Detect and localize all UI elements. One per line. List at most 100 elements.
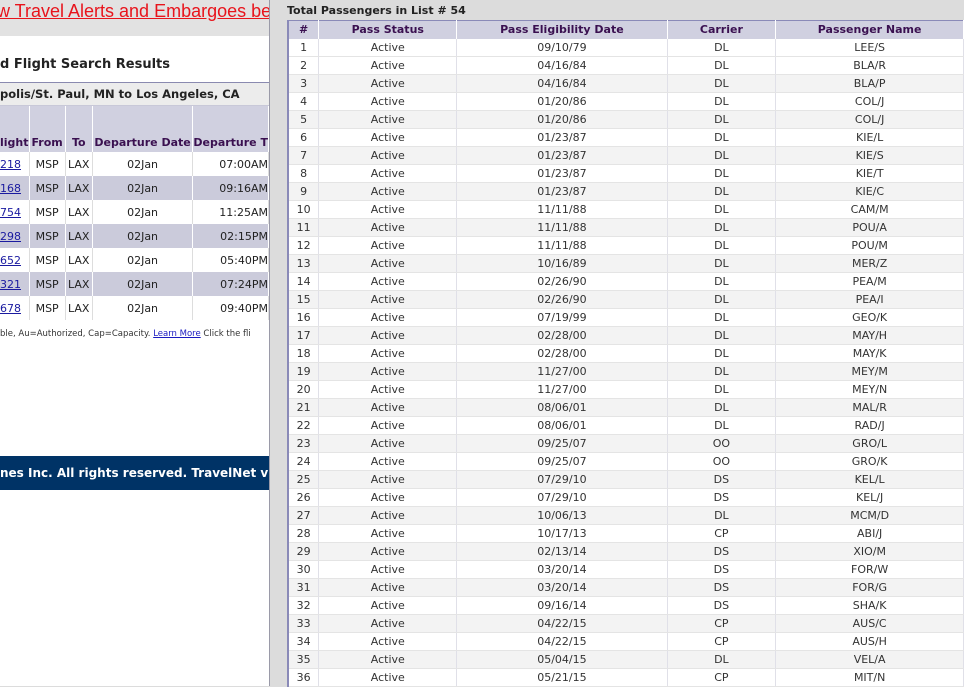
- passenger-row[interactable]: 32 Active 09/16/14 DS SHA/K: [288, 596, 964, 615]
- flight-cell: 02:15PM: [192, 224, 269, 248]
- flight-row[interactable]: 218 MSP LAX 02Jan 07:00AM: [0, 152, 269, 176]
- passenger-row[interactable]: 17 Active 02/28/00 DL MAY/H: [288, 326, 964, 345]
- column-header[interactable]: Pass Eligibility Date: [456, 20, 668, 39]
- passenger-cell: FOR/W: [775, 560, 964, 579]
- flight-row[interactable]: 321 MSP LAX 02Jan 07:24PM: [0, 272, 269, 296]
- passenger-cell: DL: [667, 416, 777, 435]
- passenger-cell: 07/29/10: [456, 488, 668, 507]
- passenger-row[interactable]: 15 Active 02/26/90 DL PEA/I: [288, 290, 964, 309]
- passenger-row[interactable]: 11 Active 11/11/88 DL POU/A: [288, 218, 964, 237]
- passenger-cell: KIE/S: [775, 146, 964, 165]
- flight-row[interactable]: 652 MSP LAX 02Jan 05:40PM: [0, 248, 269, 272]
- passenger-cell: OO: [667, 452, 777, 471]
- passenger-row[interactable]: 16 Active 07/19/99 DL GEO/K: [288, 308, 964, 327]
- passenger-cell: PEA/I: [775, 290, 964, 309]
- passenger-row[interactable]: 24 Active 09/25/07 OO GRO/K: [288, 452, 964, 471]
- flight-row[interactable]: 298 MSP LAX 02Jan 02:15PM: [0, 224, 269, 248]
- passenger-cell: MAY/H: [775, 326, 964, 345]
- passenger-cell: Active: [318, 668, 458, 687]
- flight-row[interactable]: 754 MSP LAX 02Jan 11:25AM: [0, 200, 269, 224]
- passenger-row[interactable]: 31 Active 03/20/14 DS FOR/G: [288, 578, 964, 597]
- passenger-row[interactable]: 9 Active 01/23/87 DL KIE/C: [288, 182, 964, 201]
- passenger-cell: 35: [288, 650, 320, 669]
- column-header[interactable]: Pass Status: [318, 20, 458, 39]
- flight-cell: 09:16AM: [192, 176, 269, 200]
- flight-cell: 11:25AM: [192, 200, 269, 224]
- passenger-cell: 15: [288, 290, 320, 309]
- passenger-row[interactable]: 35 Active 05/04/15 DL VEL/A: [288, 650, 964, 669]
- flight-cell: MSP: [29, 152, 66, 176]
- passenger-cell: 29: [288, 542, 320, 561]
- column-header[interactable]: Carrier: [667, 20, 777, 39]
- flight-number-link[interactable]: 678: [0, 301, 21, 315]
- passenger-cell: CP: [667, 524, 777, 543]
- passenger-row[interactable]: 14 Active 02/26/90 DL PEA/M: [288, 272, 964, 291]
- passenger-cell: 20: [288, 380, 320, 399]
- flight-cell: LAX: [65, 272, 93, 296]
- passenger-cell: Active: [318, 236, 458, 255]
- passenger-cell: 05/04/15: [456, 650, 668, 669]
- passenger-cell: Active: [318, 344, 458, 363]
- flight-number-link[interactable]: 652: [0, 253, 21, 267]
- passenger-row[interactable]: 33 Active 04/22/15 CP AUS/C: [288, 614, 964, 633]
- passenger-row[interactable]: 2 Active 04/16/84 DL BLA/R: [288, 56, 964, 75]
- passenger-row[interactable]: 19 Active 11/27/00 DL MEY/M: [288, 362, 964, 381]
- passenger-row[interactable]: 1 Active 09/10/79 DL LEE/S: [288, 38, 964, 57]
- passenger-row[interactable]: 30 Active 03/20/14 DS FOR/W: [288, 560, 964, 579]
- passenger-row[interactable]: 26 Active 07/29/10 DS KEL/J: [288, 488, 964, 507]
- passenger-cell: 27: [288, 506, 320, 525]
- passenger-cell: 26: [288, 488, 320, 507]
- passenger-cell: 02/13/14: [456, 542, 668, 561]
- passenger-row[interactable]: 34 Active 04/22/15 CP AUS/H: [288, 632, 964, 651]
- passenger-cell: Active: [318, 488, 458, 507]
- passenger-cell: Active: [318, 398, 458, 417]
- flight-row[interactable]: 678 MSP LAX 02Jan 09:40PM: [0, 296, 269, 320]
- passenger-cell: CP: [667, 614, 777, 633]
- passenger-row[interactable]: 4 Active 01/20/86 DL COL/J: [288, 92, 964, 111]
- passenger-cell: 04/16/84: [456, 74, 668, 93]
- passenger-row[interactable]: 28 Active 10/17/13 CP ABI/J: [288, 524, 964, 543]
- passenger-row[interactable]: 3 Active 04/16/84 DL BLA/P: [288, 74, 964, 93]
- passenger-cell: DL: [667, 362, 777, 381]
- passenger-row[interactable]: 25 Active 07/29/10 DS KEL/L: [288, 470, 964, 489]
- passenger-row[interactable]: 6 Active 01/23/87 DL KIE/L: [288, 128, 964, 147]
- passenger-cell: Active: [318, 650, 458, 669]
- passenger-row[interactable]: 18 Active 02/28/00 DL MAY/K: [288, 344, 964, 363]
- passenger-cell: Active: [318, 524, 458, 543]
- passenger-cell: FOR/G: [775, 578, 964, 597]
- column-header[interactable]: Passenger Name: [775, 20, 964, 39]
- passenger-row[interactable]: 29 Active 02/13/14 DS XIO/M: [288, 542, 964, 561]
- passenger-row[interactable]: 10 Active 11/11/88 DL CAM/M: [288, 200, 964, 219]
- travel-alerts-link[interactable]: w Travel Alerts and Embargoes be: [0, 1, 269, 21]
- passenger-row[interactable]: 20 Active 11/27/00 DL MEY/N: [288, 380, 964, 399]
- passenger-row[interactable]: 23 Active 09/25/07 OO GRO/L: [288, 434, 964, 453]
- passenger-cell: Active: [318, 416, 458, 435]
- passenger-row[interactable]: 5 Active 01/20/86 DL COL/J: [288, 110, 964, 129]
- flight-cell: 07:00AM: [192, 152, 269, 176]
- passenger-cell: Active: [318, 470, 458, 489]
- note-text: ble, Au=Authorized, Cap=Capacity.: [0, 329, 154, 339]
- passenger-row[interactable]: 21 Active 08/06/01 DL MAL/R: [288, 398, 964, 417]
- passenger-cell: 7: [288, 146, 320, 165]
- flight-row[interactable]: 168 MSP LAX 02Jan 09:16AM: [0, 176, 269, 200]
- learn-more-link[interactable]: Learn More: [153, 329, 201, 339]
- passenger-row[interactable]: 12 Active 11/11/88 DL POU/M: [288, 236, 964, 255]
- passenger-cell: 11/11/88: [456, 218, 668, 237]
- passenger-cell: 01/20/86: [456, 110, 668, 129]
- column-header[interactable]: #: [288, 20, 320, 39]
- flight-number-link[interactable]: 298: [0, 229, 21, 243]
- passenger-cell: 23: [288, 434, 320, 453]
- passenger-row[interactable]: 27 Active 10/06/13 DL MCM/D: [288, 506, 964, 525]
- passenger-cell: DS: [667, 488, 777, 507]
- passenger-row[interactable]: 7 Active 01/23/87 DL KIE/S: [288, 146, 964, 165]
- flight-number-link[interactable]: 168: [0, 181, 21, 195]
- passenger-row[interactable]: 36 Active 05/21/15 CP MIT/N: [288, 668, 964, 687]
- flight-number-link[interactable]: 754: [0, 205, 21, 219]
- flight-cell: LAX: [65, 152, 93, 176]
- passenger-row[interactable]: 22 Active 08/06/01 DL RAD/J: [288, 416, 964, 435]
- flight-number-link[interactable]: 321: [0, 277, 21, 291]
- passenger-cell: Active: [318, 128, 458, 147]
- passenger-row[interactable]: 13 Active 10/16/89 DL MER/Z: [288, 254, 964, 273]
- flight-number-link[interactable]: 218: [0, 157, 21, 171]
- passenger-row[interactable]: 8 Active 01/23/87 DL KIE/T: [288, 164, 964, 183]
